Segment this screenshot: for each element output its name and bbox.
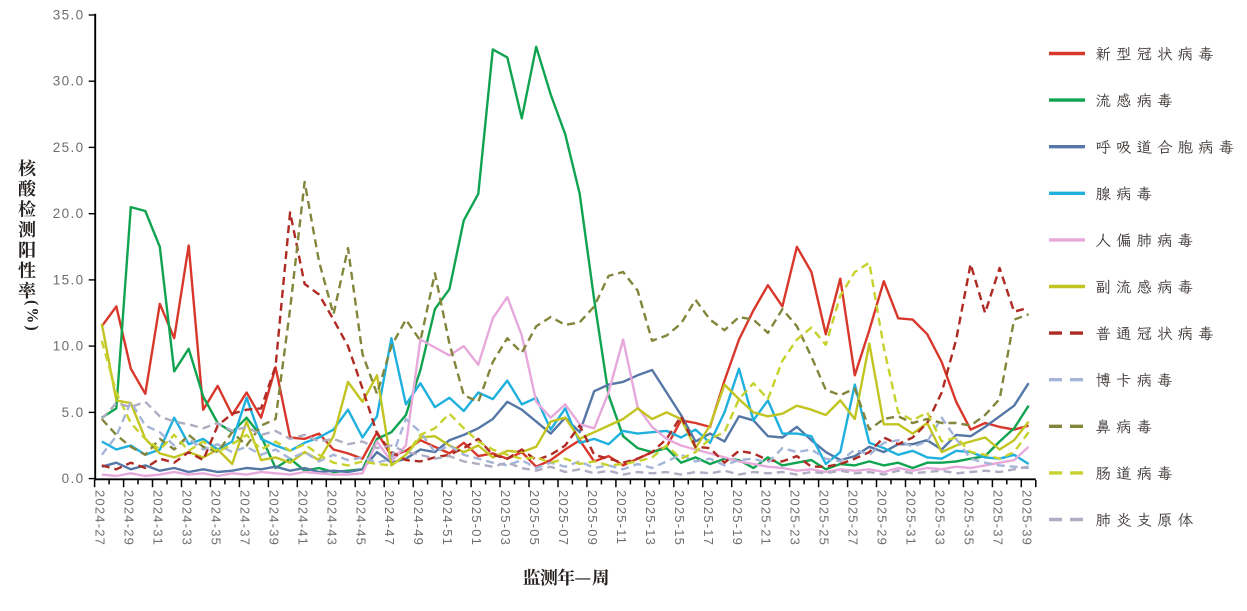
svg-text:2025-21: 2025-21 [759, 490, 774, 546]
svg-text:2024-35: 2024-35 [209, 490, 224, 546]
svg-text:2025-19: 2025-19 [730, 490, 745, 546]
svg-text:2025-23: 2025-23 [788, 490, 803, 546]
svg-text:2025-33: 2025-33 [933, 490, 948, 546]
svg-text:2025-29: 2025-29 [875, 490, 890, 546]
svg-text:2025-01: 2025-01 [469, 490, 484, 546]
svg-text:2024-49: 2024-49 [411, 490, 426, 546]
svg-text:2025-03: 2025-03 [498, 490, 513, 546]
svg-text:2024-29: 2024-29 [122, 490, 137, 546]
svg-text:2025-13: 2025-13 [643, 490, 658, 546]
svg-text:(%): (%) [24, 300, 41, 333]
svg-text:2024-33: 2024-33 [180, 490, 195, 546]
svg-text:15.0: 15.0 [53, 272, 85, 287]
svg-text:2025-35: 2025-35 [961, 490, 976, 546]
svg-text:2025-31: 2025-31 [904, 490, 919, 546]
svg-text:2024-51: 2024-51 [440, 490, 455, 546]
svg-text:2024-27: 2024-27 [93, 490, 108, 546]
svg-text:2024-47: 2024-47 [382, 490, 397, 546]
svg-text:2024-43: 2024-43 [324, 490, 339, 546]
svg-text:2024-41: 2024-41 [295, 490, 310, 546]
svg-text:2024-39: 2024-39 [266, 490, 281, 546]
svg-text:25.0: 25.0 [53, 140, 85, 155]
svg-text:10.0: 10.0 [53, 339, 85, 354]
svg-text:2025-39: 2025-39 [1019, 490, 1034, 546]
svg-text:20.0: 20.0 [53, 206, 85, 221]
svg-text:2024-37: 2024-37 [237, 490, 252, 546]
svg-text:0.0: 0.0 [62, 471, 85, 486]
svg-text:5.0: 5.0 [62, 405, 85, 420]
svg-text:2025-11: 2025-11 [614, 490, 629, 545]
svg-text:2025-09: 2025-09 [585, 490, 600, 546]
svg-text:2024-31: 2024-31 [151, 490, 166, 546]
svg-text:2025-27: 2025-27 [846, 490, 861, 546]
svg-text:2025-15: 2025-15 [672, 490, 687, 546]
svg-text:30.0: 30.0 [53, 74, 85, 89]
svg-text:2025-05: 2025-05 [527, 490, 542, 546]
svg-text:2025-37: 2025-37 [990, 490, 1005, 546]
svg-text:2025-25: 2025-25 [817, 490, 832, 546]
svg-text:2024-45: 2024-45 [353, 490, 368, 546]
svg-text:35.0: 35.0 [53, 8, 85, 23]
svg-text:2025-07: 2025-07 [556, 490, 571, 546]
svg-text:2025-17: 2025-17 [701, 490, 716, 546]
